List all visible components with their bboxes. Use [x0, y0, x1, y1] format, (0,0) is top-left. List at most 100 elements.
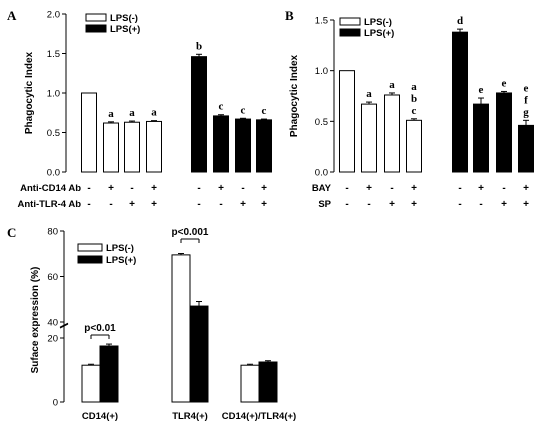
- row-symbol: +: [523, 183, 529, 194]
- row-symbol: +: [411, 199, 417, 210]
- row-symbol: -: [458, 199, 461, 210]
- significance-letter: e: [524, 82, 529, 94]
- significance-letter: b: [196, 40, 202, 52]
- row-symbol: +: [151, 183, 157, 194]
- significance-letter: b: [411, 93, 417, 105]
- row-symbol: -: [197, 199, 200, 210]
- bar: [81, 364, 101, 403]
- significance-letter: e: [479, 84, 484, 96]
- row-symbol: -: [219, 199, 222, 210]
- row-label: Anti-TLR-4 Ab: [18, 199, 82, 210]
- row-symbol: +: [261, 183, 267, 194]
- y-tick-label: 1.5: [315, 16, 328, 27]
- row-symbol: +: [501, 199, 507, 210]
- row-symbol: -: [479, 199, 482, 210]
- significance-letter: g: [523, 106, 529, 118]
- row-symbol: -: [109, 199, 112, 210]
- row-label: Anti-CD14 Ab: [20, 183, 81, 194]
- row-symbol: -: [502, 183, 505, 194]
- row-symbol: -: [130, 183, 133, 194]
- bar: [240, 364, 260, 403]
- legend-swatch: [77, 243, 103, 252]
- y-tick-label: 0: [53, 398, 58, 409]
- bar: [171, 254, 191, 403]
- row-symbol: -: [345, 199, 348, 210]
- y-tick-label: 60: [47, 272, 58, 283]
- category-label: CD14(+)/TLR4(+): [222, 411, 296, 422]
- significance-letter: a: [108, 108, 114, 120]
- panel-letter-c: C: [7, 225, 16, 240]
- bar: [235, 118, 251, 173]
- row-label: BAY: [312, 183, 332, 194]
- row-symbol: +: [366, 183, 372, 194]
- y-axis-label: Suface expression (%): [30, 267, 41, 374]
- bar: [473, 103, 489, 173]
- y-tick-label: 20: [47, 334, 58, 345]
- bar: [384, 94, 400, 173]
- bar: [146, 120, 162, 173]
- bar: [496, 92, 512, 173]
- y-tick-label: 0.5: [315, 117, 328, 128]
- bar: [452, 31, 468, 173]
- y-tick-label: 0.5: [47, 128, 60, 139]
- p-value-label: p<0.001: [172, 227, 209, 238]
- y-axis-label: Phagocytic Index: [24, 51, 35, 134]
- bar: [213, 115, 229, 173]
- p-value-label: p<0.01: [84, 323, 116, 334]
- y-tick-label: 80: [47, 227, 58, 238]
- row-symbol: +: [129, 199, 135, 210]
- bar: [81, 92, 97, 173]
- legend-label: LPS(-): [110, 13, 138, 24]
- axis-break-mark: [59, 323, 69, 329]
- row-symbol: +: [240, 199, 246, 210]
- row-symbol: -: [367, 199, 370, 210]
- legend-swatch: [339, 28, 361, 37]
- y-tick-label: 1.0: [315, 66, 328, 77]
- row-label: SP: [318, 199, 331, 210]
- significance-letter: c: [241, 104, 246, 116]
- row-symbol: -: [345, 183, 348, 194]
- significance-letter: a: [129, 107, 135, 119]
- y-tick-label: 1.0: [47, 89, 60, 100]
- bar: [406, 119, 422, 173]
- significance-letter: a: [151, 107, 157, 119]
- bar: [256, 119, 272, 173]
- bar: [518, 124, 534, 173]
- significance-letter: c: [219, 101, 224, 113]
- legend-label: LPS(+): [106, 255, 136, 266]
- row-symbol: +: [108, 183, 114, 194]
- axis-break-mark: [59, 322, 69, 328]
- row-symbol: -: [87, 199, 90, 210]
- row-symbol: -: [87, 183, 90, 194]
- row-symbol: +: [151, 199, 157, 210]
- bar: [189, 305, 209, 403]
- y-tick-label: 0.0: [47, 168, 60, 179]
- row-symbol: +: [523, 199, 529, 210]
- row-symbol: +: [411, 183, 417, 194]
- panel-letter-a: A: [7, 8, 17, 23]
- legend-swatch: [339, 17, 361, 26]
- y-tick-label: 0.0: [315, 168, 328, 179]
- row-symbol: +: [218, 183, 224, 194]
- y-tick-label: 2.0: [47, 10, 60, 21]
- significance-letter: c: [412, 105, 417, 117]
- legend-swatch: [77, 255, 103, 264]
- legend-label: LPS(-): [106, 243, 134, 254]
- category-label: CD14(+): [82, 411, 118, 422]
- y-tick-label: 40: [47, 318, 58, 329]
- significance-letter: a: [366, 88, 372, 100]
- row-symbol: -: [197, 183, 200, 194]
- row-symbol: +: [389, 199, 395, 210]
- bar: [258, 361, 278, 403]
- row-symbol: +: [261, 199, 267, 210]
- legend-label: LPS(+): [110, 24, 140, 35]
- legend-label: LPS(+): [364, 28, 394, 39]
- bar: [103, 122, 119, 173]
- row-symbol: +: [478, 183, 484, 194]
- bar: [191, 56, 207, 173]
- legend-swatch: [85, 13, 107, 22]
- significance-letter: e: [502, 77, 507, 89]
- significance-letter: d: [457, 15, 463, 27]
- significance-letter: a: [389, 79, 395, 91]
